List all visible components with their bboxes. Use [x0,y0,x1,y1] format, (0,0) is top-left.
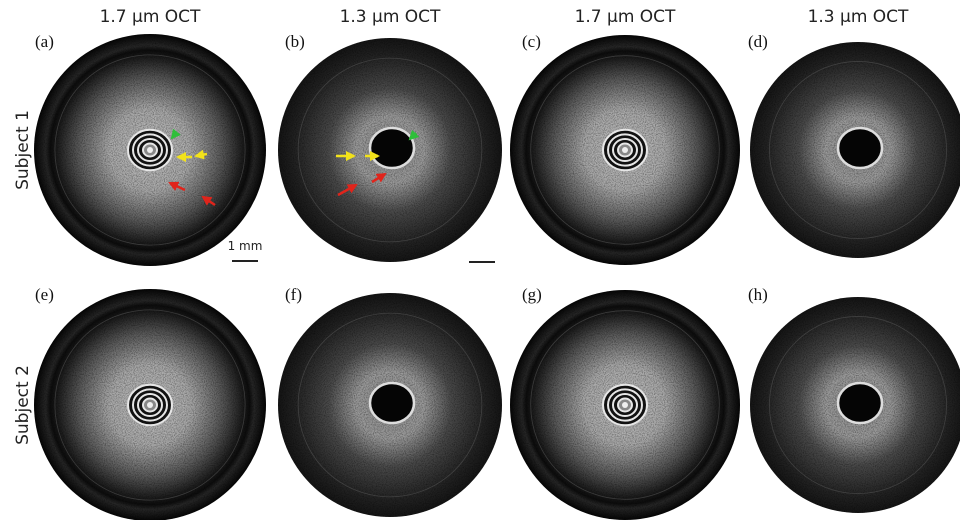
column-header: 1.3 μm OCT [808,7,909,27]
panel-label: (a) [35,32,54,51]
row-label: Subject 1 [13,110,33,190]
catheter [622,402,628,408]
oct-panel: (d) [748,32,960,258]
oct-panel: (b) [278,32,502,262]
column-header: 1.7 μm OCT [575,7,676,27]
panel-label: (d) [748,32,768,51]
column-header: 1.3 μm OCT [340,7,441,27]
panel-label: (h) [748,285,768,304]
oct-panel: (a) [34,32,266,266]
catheter [147,402,153,408]
oct-panel: (c) [510,32,740,265]
figure: 1.7 μm OCT 1.3 μm OCT 1.7 μm OCT 1.3 μm … [0,0,960,520]
panel-grid: (a) (b) (c) (d) (e) (f) (g) (h) [34,32,960,520]
lumen [370,383,414,423]
oct-panel: (h) [748,285,960,513]
lumen [838,383,882,423]
row-label: Subject 2 [13,365,33,445]
panel-label: (f) [285,285,302,304]
oct-panel: (g) [510,285,740,520]
lumen [370,128,414,168]
lumen [838,128,882,168]
panel-label: (c) [522,32,541,51]
panel-label: (e) [35,285,54,304]
oct-panel: (e) [34,285,266,520]
column-header: 1.7 μm OCT [100,7,201,27]
scale-label: 1 mm [228,239,263,253]
catheter [622,147,628,153]
oct-panel: (f) [278,285,502,517]
panel-label: (b) [285,32,305,51]
catheter [147,147,153,153]
panel-label: (g) [522,285,542,304]
